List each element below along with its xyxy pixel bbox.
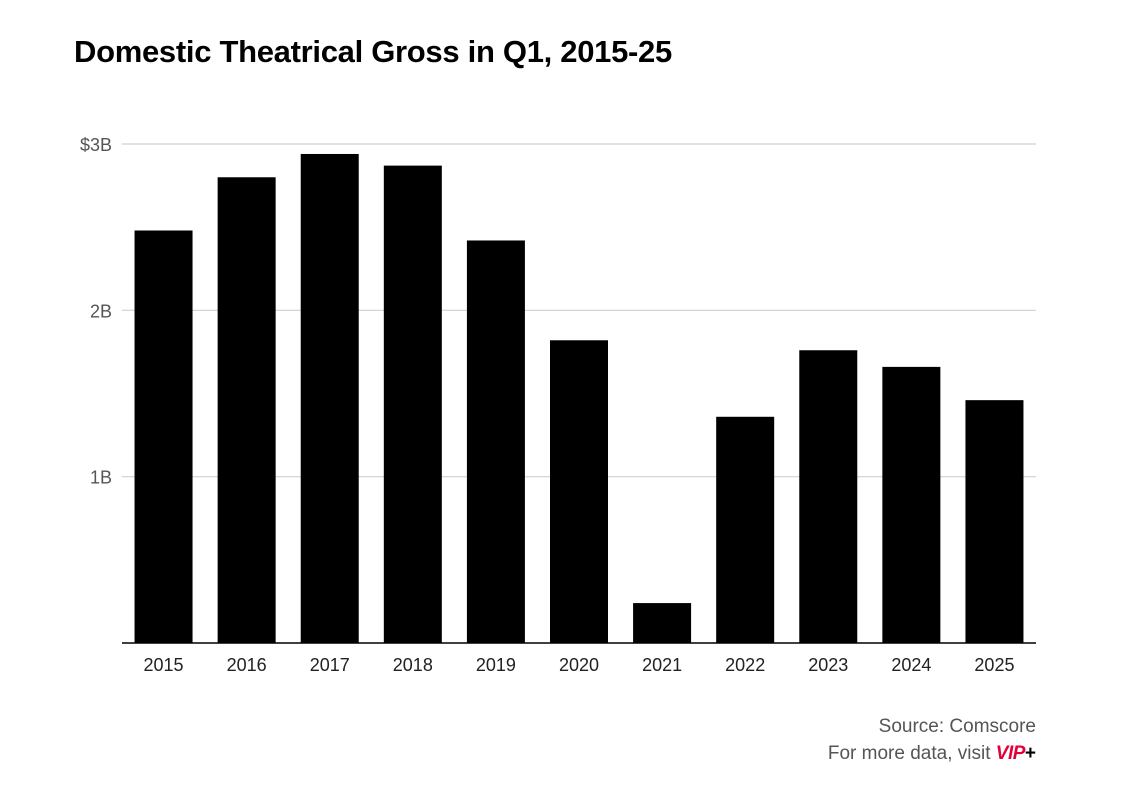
x-tick-label: 2025	[974, 655, 1014, 675]
source-note: Source: Comscore	[878, 716, 1036, 737]
x-tick-label: 2023	[808, 655, 848, 675]
x-tick-label: 2017	[310, 655, 350, 675]
bar-2022	[716, 416, 775, 643]
bar-2021	[633, 603, 692, 643]
chart-title: Domestic Theatrical Gross in Q1, 2015-25	[74, 34, 672, 69]
more-data-link[interactable]: For more data, visit VIP+	[828, 743, 1036, 765]
x-axis-labels: 2015 2016 2017 2018 2019 2020 2021 2022 2023 2024…	[144, 655, 1015, 675]
x-tick-label: 2019	[476, 655, 516, 675]
y-tick-label: 2B	[90, 301, 112, 321]
y-tick-label: 1B	[90, 468, 112, 488]
y-axis-labels: 1B 2B $3B	[80, 135, 112, 488]
x-tick-label: 2015	[144, 655, 184, 675]
bar-2023	[799, 350, 858, 643]
bars	[134, 153, 1024, 644]
bar-2016	[217, 177, 276, 643]
y-tick-label: $3B	[80, 135, 112, 155]
more-data-text: For more data, visit	[827, 743, 991, 764]
bar-2015	[134, 230, 193, 643]
x-tick-label: 2021	[642, 655, 682, 675]
bar-2017	[300, 153, 359, 644]
x-tick-label: 2016	[227, 655, 267, 675]
x-tick-label: 2024	[891, 655, 931, 675]
bar-2018	[383, 165, 442, 643]
vip-plus-icon: +	[1024, 743, 1036, 764]
vip-brand-logo[interactable]: VIP	[995, 743, 1026, 764]
bar-2024	[882, 366, 941, 643]
bar-2025	[965, 400, 1024, 643]
bar-2020	[550, 340, 608, 643]
bar-2019	[466, 240, 525, 643]
x-tick-label: 2020	[559, 655, 599, 675]
x-tick-label: 2022	[725, 655, 765, 675]
x-tick-label: 2018	[393, 655, 433, 675]
